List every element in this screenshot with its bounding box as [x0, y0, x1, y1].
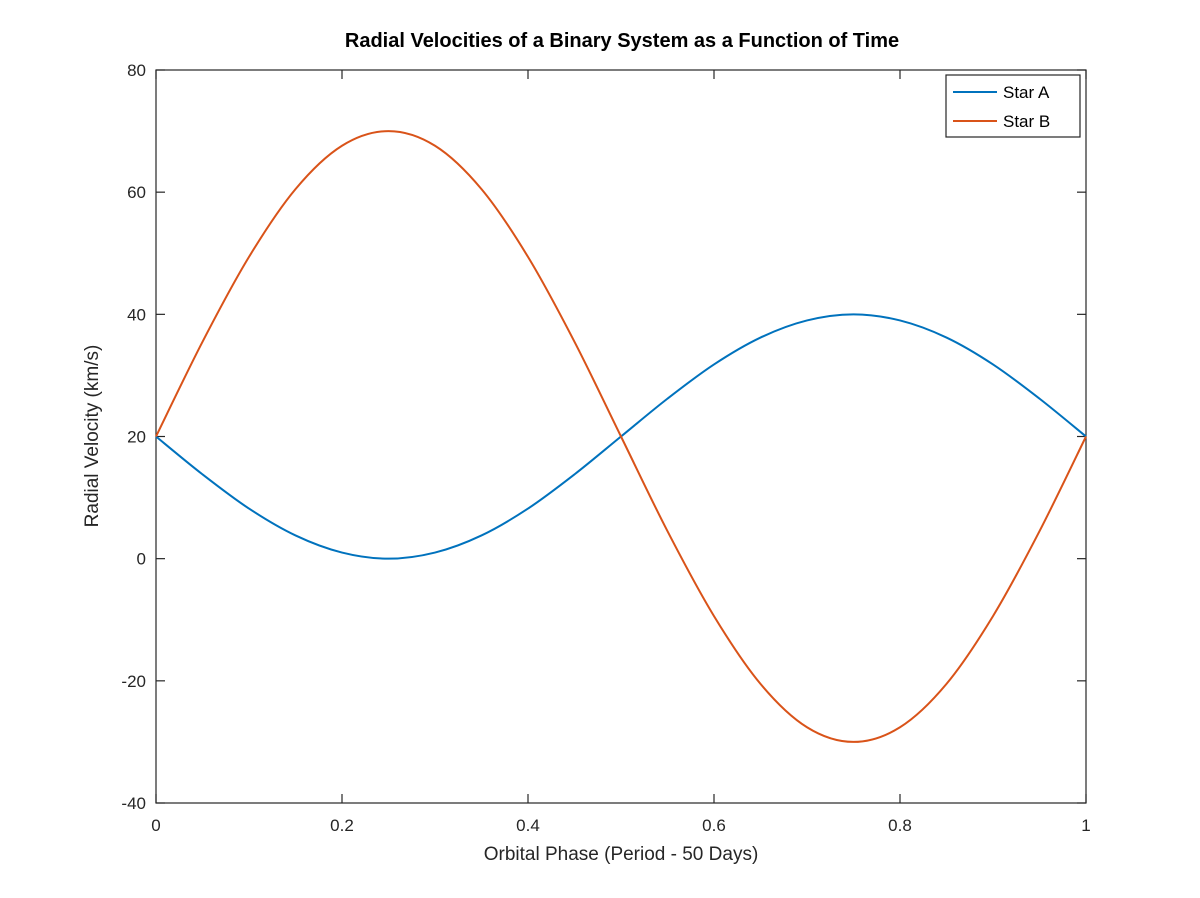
x-tick-label: 0.6 — [702, 816, 726, 835]
legend-label-star-a: Star A — [1003, 83, 1050, 102]
axis-ticks — [155, 69, 1087, 804]
x-tick-label: 0.4 — [516, 816, 540, 835]
y-tick-label: 80 — [127, 61, 146, 80]
y-tick-labels: -40 -20 0 20 40 60 80 — [121, 61, 146, 813]
y-tick-label: 60 — [127, 183, 146, 202]
y-tick-label: 20 — [127, 428, 146, 447]
y-axis-label: Radial Velocity (km/s) — [82, 345, 103, 528]
y-tick-label: 40 — [127, 305, 146, 324]
series-lines — [155, 130, 1087, 743]
legend: Star A Star B — [945, 74, 1081, 138]
x-tick-label: 0 — [151, 816, 160, 835]
series-line-star-b — [155, 130, 1087, 743]
y-tick-label: 0 — [137, 550, 146, 569]
legend-box — [945, 74, 1081, 138]
x-tick-label: 0.8 — [888, 816, 912, 835]
y-tick-label: -40 — [121, 794, 146, 813]
x-tick-labels: 0 0.2 0.4 0.6 0.8 1 — [151, 816, 1090, 835]
x-axis-label: Orbital Phase (Period - 50 Days) — [484, 844, 759, 865]
chart-title: Radial Velocities of a Binary System as … — [345, 30, 899, 52]
legend-label-star-b: Star B — [1003, 112, 1050, 131]
x-tick-label: 0.2 — [330, 816, 354, 835]
x-tick-label: 1 — [1081, 816, 1090, 835]
y-tick-label: -20 — [121, 672, 146, 691]
